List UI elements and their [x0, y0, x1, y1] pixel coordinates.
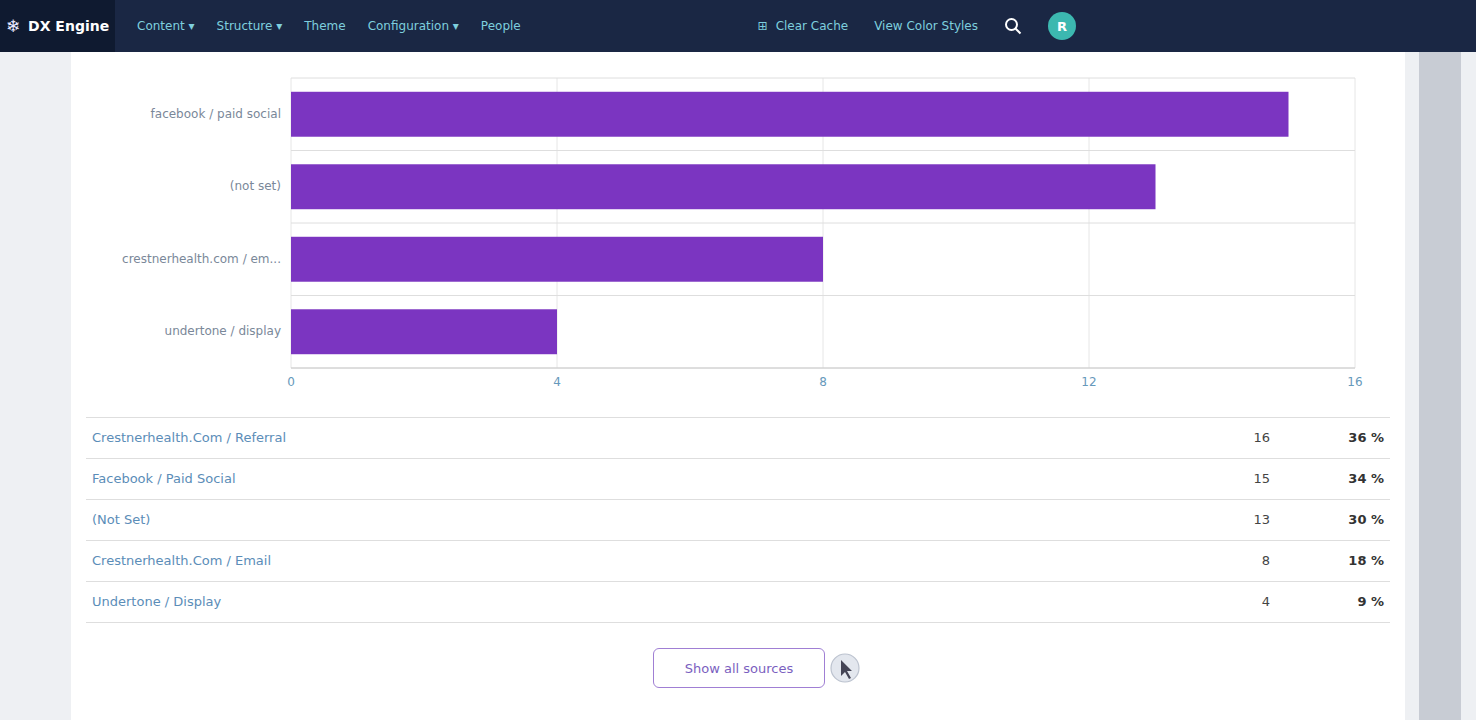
table-label: Undertone / Display [92, 582, 221, 622]
table-share: 36 % [1348, 418, 1384, 458]
cursor [829, 652, 869, 692]
table-row: Crestnerhealth.Com / Email 8 18 % [86, 541, 1390, 582]
table-value: 4 [1262, 582, 1270, 622]
table-share: 30 % [1348, 500, 1384, 540]
nav-action-icon: ⊞ [758, 19, 768, 33]
scrollbar [1419, 52, 1461, 720]
x-tick-label: 8 [819, 375, 827, 389]
table-row: Undertone / Display 4 9 % [86, 582, 1390, 623]
logo: ❄ DX Engine [0, 0, 115, 52]
nav-action[interactable]: View Color Styles [874, 19, 978, 33]
row-separator [291, 368, 1355, 369]
search-icon-ring [1006, 19, 1017, 30]
logo-icon: ❄ [6, 16, 20, 36]
data-table: Crestnerhealth.Com / Referral1636 %Faceb… [86, 417, 1390, 623]
bar-chart: undertone / display crestnerhealth.com / … [71, 64, 1405, 404]
nav-menu: Content ▾ Structure ▾ Theme Configuration ▾… [137, 19, 521, 33]
table-row: Crestnerhealth.Com / Referral 16 36 % [86, 418, 1390, 459]
bar [291, 237, 823, 282]
avatar[interactable]: R [1048, 12, 1076, 40]
bar [291, 164, 1156, 209]
nav-item[interactable]: Structure ▾ [217, 19, 283, 33]
table-value: 16 [1253, 418, 1270, 458]
category-label: undertone / display [165, 324, 281, 338]
search-icon-handle [1016, 29, 1021, 34]
x-tick-label: 16 [1347, 375, 1362, 389]
nav-action[interactable]: ⊞ Clear Cache [758, 19, 849, 33]
bar [291, 92, 1289, 137]
table-share: 9 % [1357, 582, 1384, 622]
nav-item[interactable]: People [481, 19, 521, 33]
table-label: Crestnerhealth.Com / Email [92, 541, 271, 581]
category-label: facebook / paid social [151, 107, 281, 121]
x-tick-label: 4 [553, 375, 561, 389]
cursor-circle [831, 654, 859, 682]
table-share: 34 % [1348, 459, 1384, 499]
search-icon[interactable] [1004, 17, 1022, 35]
table-label: Crestnerhealth.Com / Referral [92, 418, 286, 458]
table-label: Facebook / Paid Social [92, 459, 236, 499]
logo-title: DX Engine [28, 18, 109, 34]
nav-item[interactable]: Content ▾ [137, 19, 195, 33]
row-separator [291, 295, 1355, 296]
table-value: 13 [1253, 500, 1270, 540]
nav-item[interactable]: Theme [304, 19, 345, 33]
card: undertone / display crestnerhealth.com / … [71, 52, 1405, 720]
x-tick-label: 0 [287, 375, 295, 389]
show-all-button[interactable]: Show all sources [653, 648, 825, 688]
bar [291, 309, 557, 354]
row-separator [291, 150, 1355, 151]
nav-action-label: View Color Styles [874, 19, 978, 33]
table-value: 8 [1262, 541, 1270, 581]
bars [291, 92, 1289, 354]
nav-action-label: Clear Cache [776, 19, 849, 33]
cursor-arrow [841, 660, 852, 679]
row-separator [291, 223, 1355, 224]
row-separator [291, 78, 1355, 79]
nav-item[interactable]: Configuration ▾ [368, 19, 459, 33]
x-tick-label: 12 [1081, 375, 1096, 389]
nav-right: ⊞ Clear Cache View Color Styles R [758, 12, 1076, 40]
table-value: 15 [1253, 459, 1270, 499]
nav-bar: ❄ DX Engine Content ▾ Structure ▾ Theme Confi… [0, 0, 1476, 52]
x-axis-line [291, 368, 1355, 369]
category-label: (not set) [230, 179, 281, 193]
table-label: (Not Set) [92, 500, 150, 540]
category-label: crestnerhealth.com / em... [122, 252, 281, 266]
table-row: Facebook / Paid Social 15 34 % [86, 459, 1390, 500]
table-row: (Not Set) 13 30 % [86, 500, 1390, 541]
table-share: 18 % [1348, 541, 1384, 581]
